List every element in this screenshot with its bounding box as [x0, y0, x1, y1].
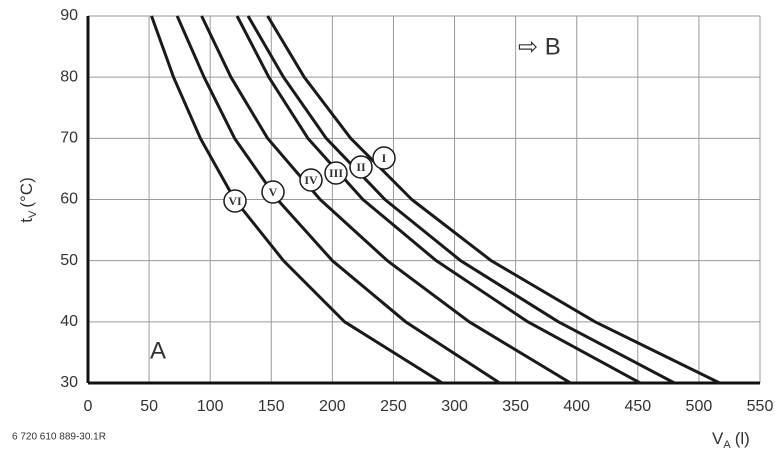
y-tick-label: 40 [60, 313, 78, 330]
x-label-unit: (l) [735, 429, 750, 448]
curve-label-badge [349, 155, 373, 179]
legend-label: I [382, 151, 387, 165]
x-tick-label: 200 [319, 398, 346, 415]
x-tick-label: 50 [140, 398, 158, 415]
curve-label-badge [324, 161, 348, 185]
y-tick-label: 80 [60, 68, 78, 85]
legend-label: III [329, 166, 343, 180]
x-tick-label: 350 [502, 398, 529, 415]
curve [200, 15, 572, 385]
legend-label: II [356, 160, 366, 174]
y-label-symbol: t [17, 218, 36, 223]
x-tick-label: 400 [563, 398, 590, 415]
legend-label: IV [304, 173, 318, 187]
y-tick-label: 50 [60, 252, 78, 269]
y-axis-label: tV (°C) [17, 177, 38, 222]
x-tick-label: 450 [624, 398, 651, 415]
curve-label-badge [261, 180, 285, 204]
annotation: ⇨ B [518, 33, 561, 60]
x-tick-label: 500 [686, 398, 713, 415]
curve-label-badge [223, 189, 247, 213]
curve [266, 15, 721, 385]
y-tick-label: 90 [60, 7, 78, 24]
footnote: 6 720 610 889-30.1R [12, 432, 106, 443]
curve [235, 15, 641, 385]
curve [246, 15, 676, 385]
x-tick-label: 250 [380, 398, 407, 415]
y-tick-label: 30 [60, 374, 78, 391]
x-tick-label: 300 [441, 398, 468, 415]
y-label-unit: (°C) [17, 177, 36, 207]
y-label-subscript: V [27, 210, 39, 218]
legend-label: V [269, 185, 278, 199]
x-label-subscript: A [723, 439, 731, 451]
x-tick-label: 150 [258, 398, 285, 415]
y-tick-label: 70 [60, 130, 78, 147]
x-axis-label: VA (l) [712, 429, 750, 450]
x-label-symbol: V [712, 429, 724, 448]
y-tick-label: 60 [60, 191, 78, 208]
x-tick-label: 100 [197, 398, 224, 415]
legend-label: VI [228, 194, 242, 208]
curve-label-badge [299, 168, 323, 192]
x-tick-label: 550 [747, 398, 774, 415]
annotation: A [150, 337, 166, 364]
x-tick-label: 0 [84, 398, 93, 415]
curve-label-badge [372, 146, 396, 170]
